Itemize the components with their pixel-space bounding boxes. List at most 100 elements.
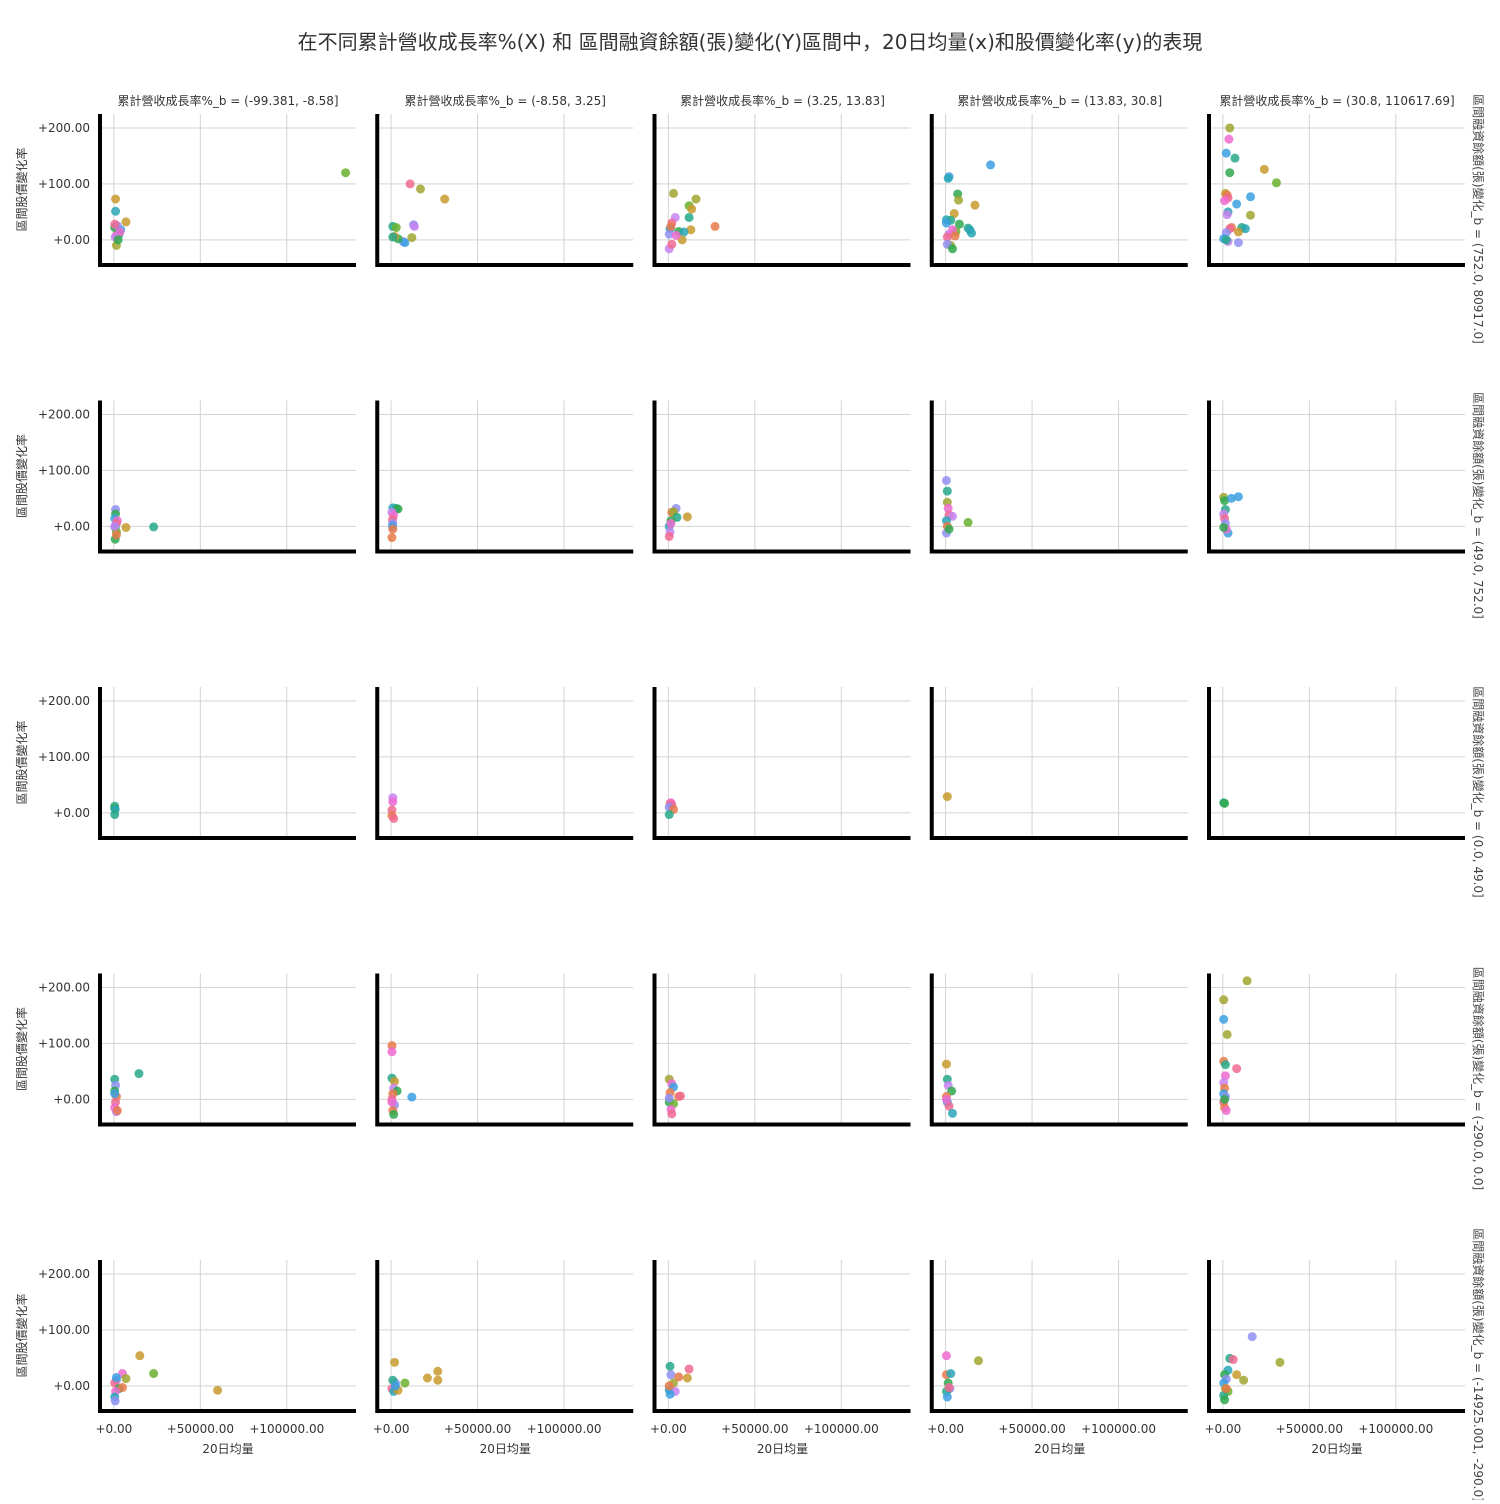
- data-point: [686, 225, 696, 235]
- y-tick-label: +0.00: [53, 519, 90, 533]
- data-point: [391, 223, 401, 233]
- column-title: 累計營收成長率%_b = (-99.381, -8.58]: [117, 93, 338, 108]
- data-point: [433, 1366, 443, 1376]
- axis-spine: [652, 687, 911, 840]
- data-point: [389, 813, 399, 823]
- data-point: [671, 230, 681, 240]
- data-point: [664, 531, 674, 541]
- data-point: [943, 173, 953, 183]
- axis-spine: [1207, 687, 1465, 840]
- data-point: [433, 1375, 443, 1385]
- chart-title: 在不同累計營收成長率%(X) 和 區間融資餘額(張)變化(Y)區間中，20日均量…: [297, 30, 1203, 54]
- x-tick-label: +0.00: [1204, 1422, 1241, 1436]
- data-point: [400, 238, 410, 248]
- data-point: [387, 1041, 397, 1051]
- row-title: 區間融資餘額(張)變化_b = (49.0, 752.0]: [1471, 392, 1486, 619]
- x-tick-label: +0.00: [95, 1422, 132, 1436]
- data-point: [941, 1351, 951, 1361]
- data-point: [1220, 496, 1230, 506]
- data-point: [710, 221, 720, 231]
- data-point: [110, 1396, 120, 1406]
- data-point: [674, 1372, 684, 1382]
- axis-spine: [929, 400, 1188, 554]
- data-point: [415, 184, 425, 194]
- y-tick-label: +200.00: [38, 121, 90, 135]
- data-point: [387, 1047, 397, 1057]
- x-axis-label: 20日均量: [1311, 1442, 1362, 1456]
- axis-spine: [1207, 973, 1465, 1127]
- axis-spine: [375, 687, 634, 840]
- data-point: [1259, 164, 1269, 174]
- data-point: [1219, 1014, 1229, 1024]
- data-point: [1224, 134, 1234, 144]
- data-point: [944, 524, 954, 534]
- data-point: [941, 218, 951, 228]
- data-point: [1222, 1029, 1232, 1039]
- data-point: [388, 524, 398, 534]
- data-point: [963, 517, 973, 527]
- data-point: [954, 195, 964, 205]
- x-axis-label: 20日均量: [202, 1442, 253, 1456]
- data-point: [1275, 1357, 1285, 1367]
- data-point: [941, 1059, 951, 1069]
- y-tick-label: +100.00: [38, 463, 90, 477]
- x-axis-label: 20日均量: [1034, 1442, 1085, 1456]
- y-axis-label: 區間股價變化率: [14, 720, 29, 804]
- data-point: [409, 221, 419, 231]
- axis-spine: [1207, 114, 1465, 267]
- data-point: [121, 1374, 131, 1384]
- data-point: [149, 522, 159, 532]
- data-point: [666, 1370, 676, 1380]
- axis-spine: [98, 400, 356, 554]
- data-point: [684, 212, 694, 222]
- data-point: [387, 533, 397, 543]
- y-axis-label: 區間股價變化率: [14, 1007, 29, 1091]
- y-tick-label: +200.00: [38, 407, 90, 421]
- row-title: 區間融資餘額(張)變化_b = (-290.0, 0.0]: [1471, 967, 1486, 1190]
- axis-spine: [375, 1260, 634, 1413]
- axis-spine: [652, 114, 911, 267]
- data-point: [664, 810, 674, 820]
- data-point: [117, 1383, 127, 1393]
- x-tick-label: +0.00: [927, 1422, 964, 1436]
- x-tick-label: +0.00: [650, 1422, 687, 1436]
- x-tick-label: +100000.00: [1358, 1422, 1433, 1436]
- data-point: [111, 1372, 121, 1382]
- data-point: [1220, 196, 1230, 206]
- data-point: [213, 1385, 223, 1395]
- axis-spine: [98, 973, 356, 1127]
- axis-spine: [929, 687, 1188, 840]
- data-point: [112, 1106, 122, 1116]
- data-point: [970, 200, 980, 210]
- data-point: [943, 503, 953, 513]
- data-point: [675, 1091, 685, 1101]
- data-point: [110, 1089, 120, 1099]
- x-axis-label: 20日均量: [480, 1442, 531, 1456]
- y-tick-label: +100.00: [38, 1036, 90, 1050]
- y-tick-label: +0.00: [53, 1092, 90, 1106]
- data-point: [942, 486, 952, 496]
- axis-spine: [375, 114, 634, 267]
- x-tick-label: +100000.00: [1081, 1422, 1156, 1436]
- data-point: [389, 1109, 399, 1119]
- x-tick-label: +0.00: [373, 1422, 410, 1436]
- data-point: [1247, 1332, 1257, 1342]
- data-point: [110, 521, 120, 531]
- data-point: [954, 219, 964, 229]
- data-point: [1232, 1370, 1242, 1380]
- data-point: [1233, 238, 1243, 248]
- axis-spine: [98, 1260, 356, 1413]
- data-point: [111, 530, 121, 540]
- data-point: [1271, 178, 1281, 188]
- data-point: [400, 1378, 410, 1388]
- x-tick-label: +50000.00: [167, 1422, 234, 1436]
- axis-spine: [652, 400, 911, 554]
- data-point: [949, 209, 959, 219]
- data-point: [110, 810, 120, 820]
- y-axis-label: 區間股價變化率: [14, 1293, 29, 1377]
- y-tick-label: +100.00: [38, 1323, 90, 1337]
- column-title: 累計營收成長率%_b = (30.8, 110617.69]: [1219, 93, 1454, 108]
- data-point: [1221, 1384, 1231, 1394]
- x-tick-label: +100000.00: [249, 1422, 324, 1436]
